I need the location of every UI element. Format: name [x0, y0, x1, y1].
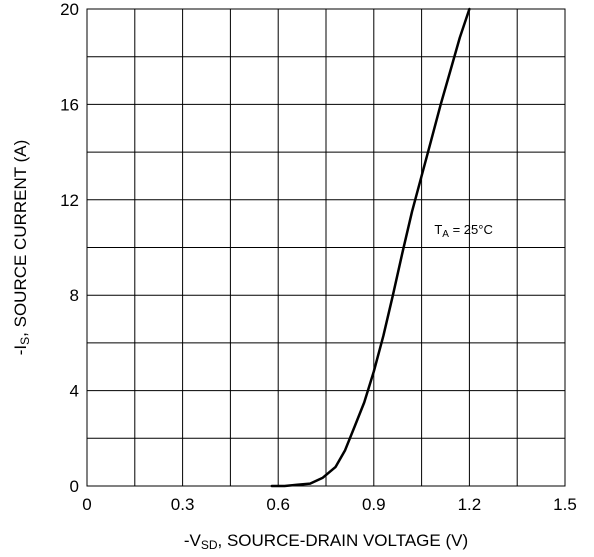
temperature-annotation: TA = 25°C	[434, 222, 493, 240]
y-axis-label-prefix: -I	[11, 345, 30, 355]
x-axis-label-prefix: -V	[184, 531, 202, 550]
y-tick-label: 16	[60, 95, 79, 114]
series-line	[270, 7, 471, 488]
plot-frame	[86, 8, 566, 487]
x-tick-label: 1.5	[553, 495, 577, 514]
x-tick-label: 0.6	[266, 495, 290, 514]
x-tick-label: 0	[82, 495, 91, 514]
annotation-sub: A	[442, 229, 449, 240]
y-tick-label: 8	[70, 286, 79, 305]
y-axis-label-sub: S	[18, 337, 32, 345]
grid-layer	[87, 9, 565, 486]
x-axis-label-rest: , SOURCE-DRAIN VOLTAGE (V)	[218, 531, 469, 550]
x-axis-label: -VSD, SOURCE-DRAIN VOLTAGE (V)	[184, 531, 468, 552]
x-tick-label: 0.3	[171, 495, 195, 514]
annotation-rest: = 25°C	[449, 222, 493, 237]
x-tick-label: 0.9	[362, 495, 386, 514]
y-tick-label: 4	[70, 382, 79, 401]
annotation-prefix: T	[434, 222, 442, 237]
y-tick-label: 12	[60, 191, 79, 210]
x-tick-labels: 0 0.3 0.6 0.9 1.2 1.5	[82, 495, 577, 514]
y-axis-label: -IS, SOURCE CURRENT (A)	[11, 140, 32, 356]
y-tick-label: 20	[60, 0, 79, 19]
y-tick-labels: 0 4 8 12 16 20	[60, 0, 79, 496]
x-axis-label-sub: SD	[201, 538, 218, 552]
x-tick-label: 1.2	[458, 495, 482, 514]
y-axis-label-rest: , SOURCE CURRENT (A)	[11, 140, 30, 337]
y-tick-label: 0	[70, 477, 79, 496]
